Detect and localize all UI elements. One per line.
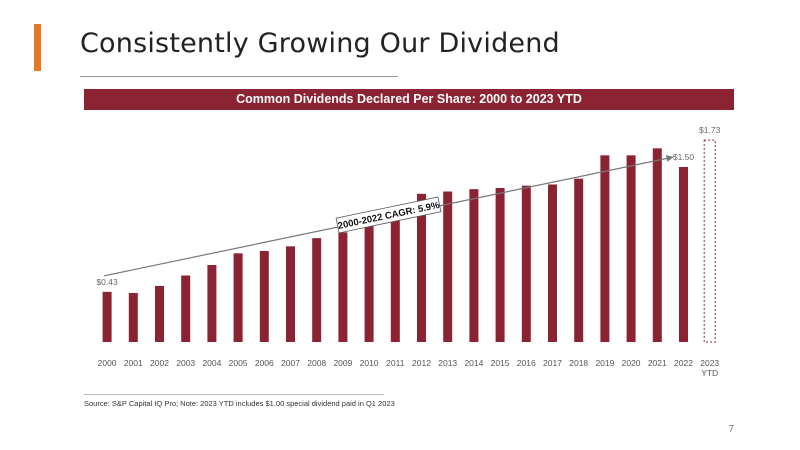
bar-2018 — [574, 178, 584, 342]
bar-2022 — [679, 167, 688, 342]
cagr-label-box — [335, 196, 442, 234]
x-tick-label: 2016 — [517, 358, 536, 368]
bar-2016 — [521, 185, 531, 342]
x-tick-label: 2012 — [412, 358, 431, 368]
slide-title: Consistently Growing Our Dividend — [80, 28, 560, 59]
bar-2017 — [548, 184, 557, 342]
bar-2003 — [181, 275, 191, 342]
x-tick-label: 2001 — [124, 358, 143, 368]
bar-2004 — [207, 265, 217, 342]
bar-2000 — [102, 291, 112, 342]
title-accent-bar — [34, 24, 41, 71]
title-divider — [80, 76, 398, 77]
footnote-divider — [84, 394, 384, 395]
bar-2009 — [338, 232, 348, 342]
x-tick-label: 2015 — [491, 358, 510, 368]
x-tick-label: 2009 — [333, 358, 352, 368]
x-tick-label: 2003 — [176, 358, 195, 368]
x-tick-label: 2000 — [98, 358, 117, 368]
bar-2011 — [390, 207, 400, 342]
x-tick-label: 2022 — [674, 358, 693, 368]
bar-2007 — [286, 246, 295, 342]
x-tick-label: 2014 — [464, 358, 483, 368]
bar-2008 — [312, 238, 322, 342]
cagr-arrow-head — [665, 155, 674, 162]
chart-title-banner: Common Dividends Declared Per Share: 200… — [84, 89, 734, 110]
page-number: 7 — [728, 424, 734, 435]
bar-2019 — [600, 155, 610, 342]
bar-2010 — [364, 220, 374, 342]
x-tick-label: 2007 — [281, 358, 300, 368]
bar-2012 — [417, 193, 426, 342]
bar-2001 — [128, 293, 138, 342]
bar-2023-ytd — [703, 139, 716, 343]
x-tick-label: 2005 — [229, 358, 248, 368]
x-tick-label: 2023 YTD — [700, 358, 719, 378]
x-tick-label: 2019 — [595, 358, 614, 368]
x-tick-label: 2011 — [386, 358, 405, 368]
data-label: $1.73 — [699, 125, 721, 135]
bar-2006 — [259, 251, 269, 342]
bar-2002 — [155, 286, 164, 342]
bar-2013 — [443, 191, 453, 342]
bar-2015 — [495, 188, 505, 342]
bar-2021 — [652, 148, 662, 342]
x-tick-label: 2004 — [202, 358, 221, 368]
x-tick-label: 2008 — [307, 358, 326, 368]
data-label: $1.50 — [673, 152, 695, 162]
data-label: $0.43 — [96, 277, 118, 287]
x-tick-label: 2018 — [569, 358, 588, 368]
x-tick-label: 2021 — [648, 358, 667, 368]
x-tick-label: 2010 — [360, 358, 379, 368]
footnote: Source: S&P Capital IQ Pro; Note: 2023 Y… — [84, 399, 395, 408]
bar-2014 — [469, 189, 479, 342]
bar-2005 — [233, 253, 243, 342]
x-tick-label: 2006 — [255, 358, 274, 368]
x-tick-label: 2002 — [150, 358, 169, 368]
x-tick-label: 2013 — [438, 358, 457, 368]
bar-2020 — [626, 155, 636, 342]
dividend-bar-chart: 2000 2001 2002 2003 2004 2005 2006 2007 2008 2009… — [96, 125, 721, 378]
x-tick-label: 2020 — [622, 358, 641, 368]
x-tick-label: 2017 — [543, 358, 562, 368]
